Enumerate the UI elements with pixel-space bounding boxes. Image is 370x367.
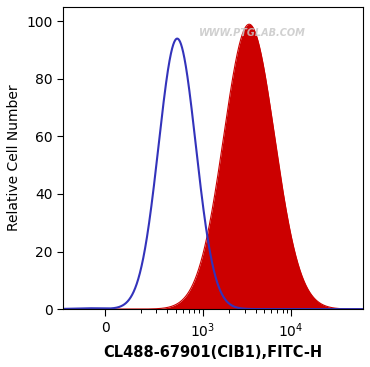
X-axis label: CL488-67901(CIB1),FITC-H: CL488-67901(CIB1),FITC-H [104,345,323,360]
Text: WWW.PTGLAB.COM: WWW.PTGLAB.COM [199,28,306,38]
Y-axis label: Relative Cell Number: Relative Cell Number [7,85,21,231]
